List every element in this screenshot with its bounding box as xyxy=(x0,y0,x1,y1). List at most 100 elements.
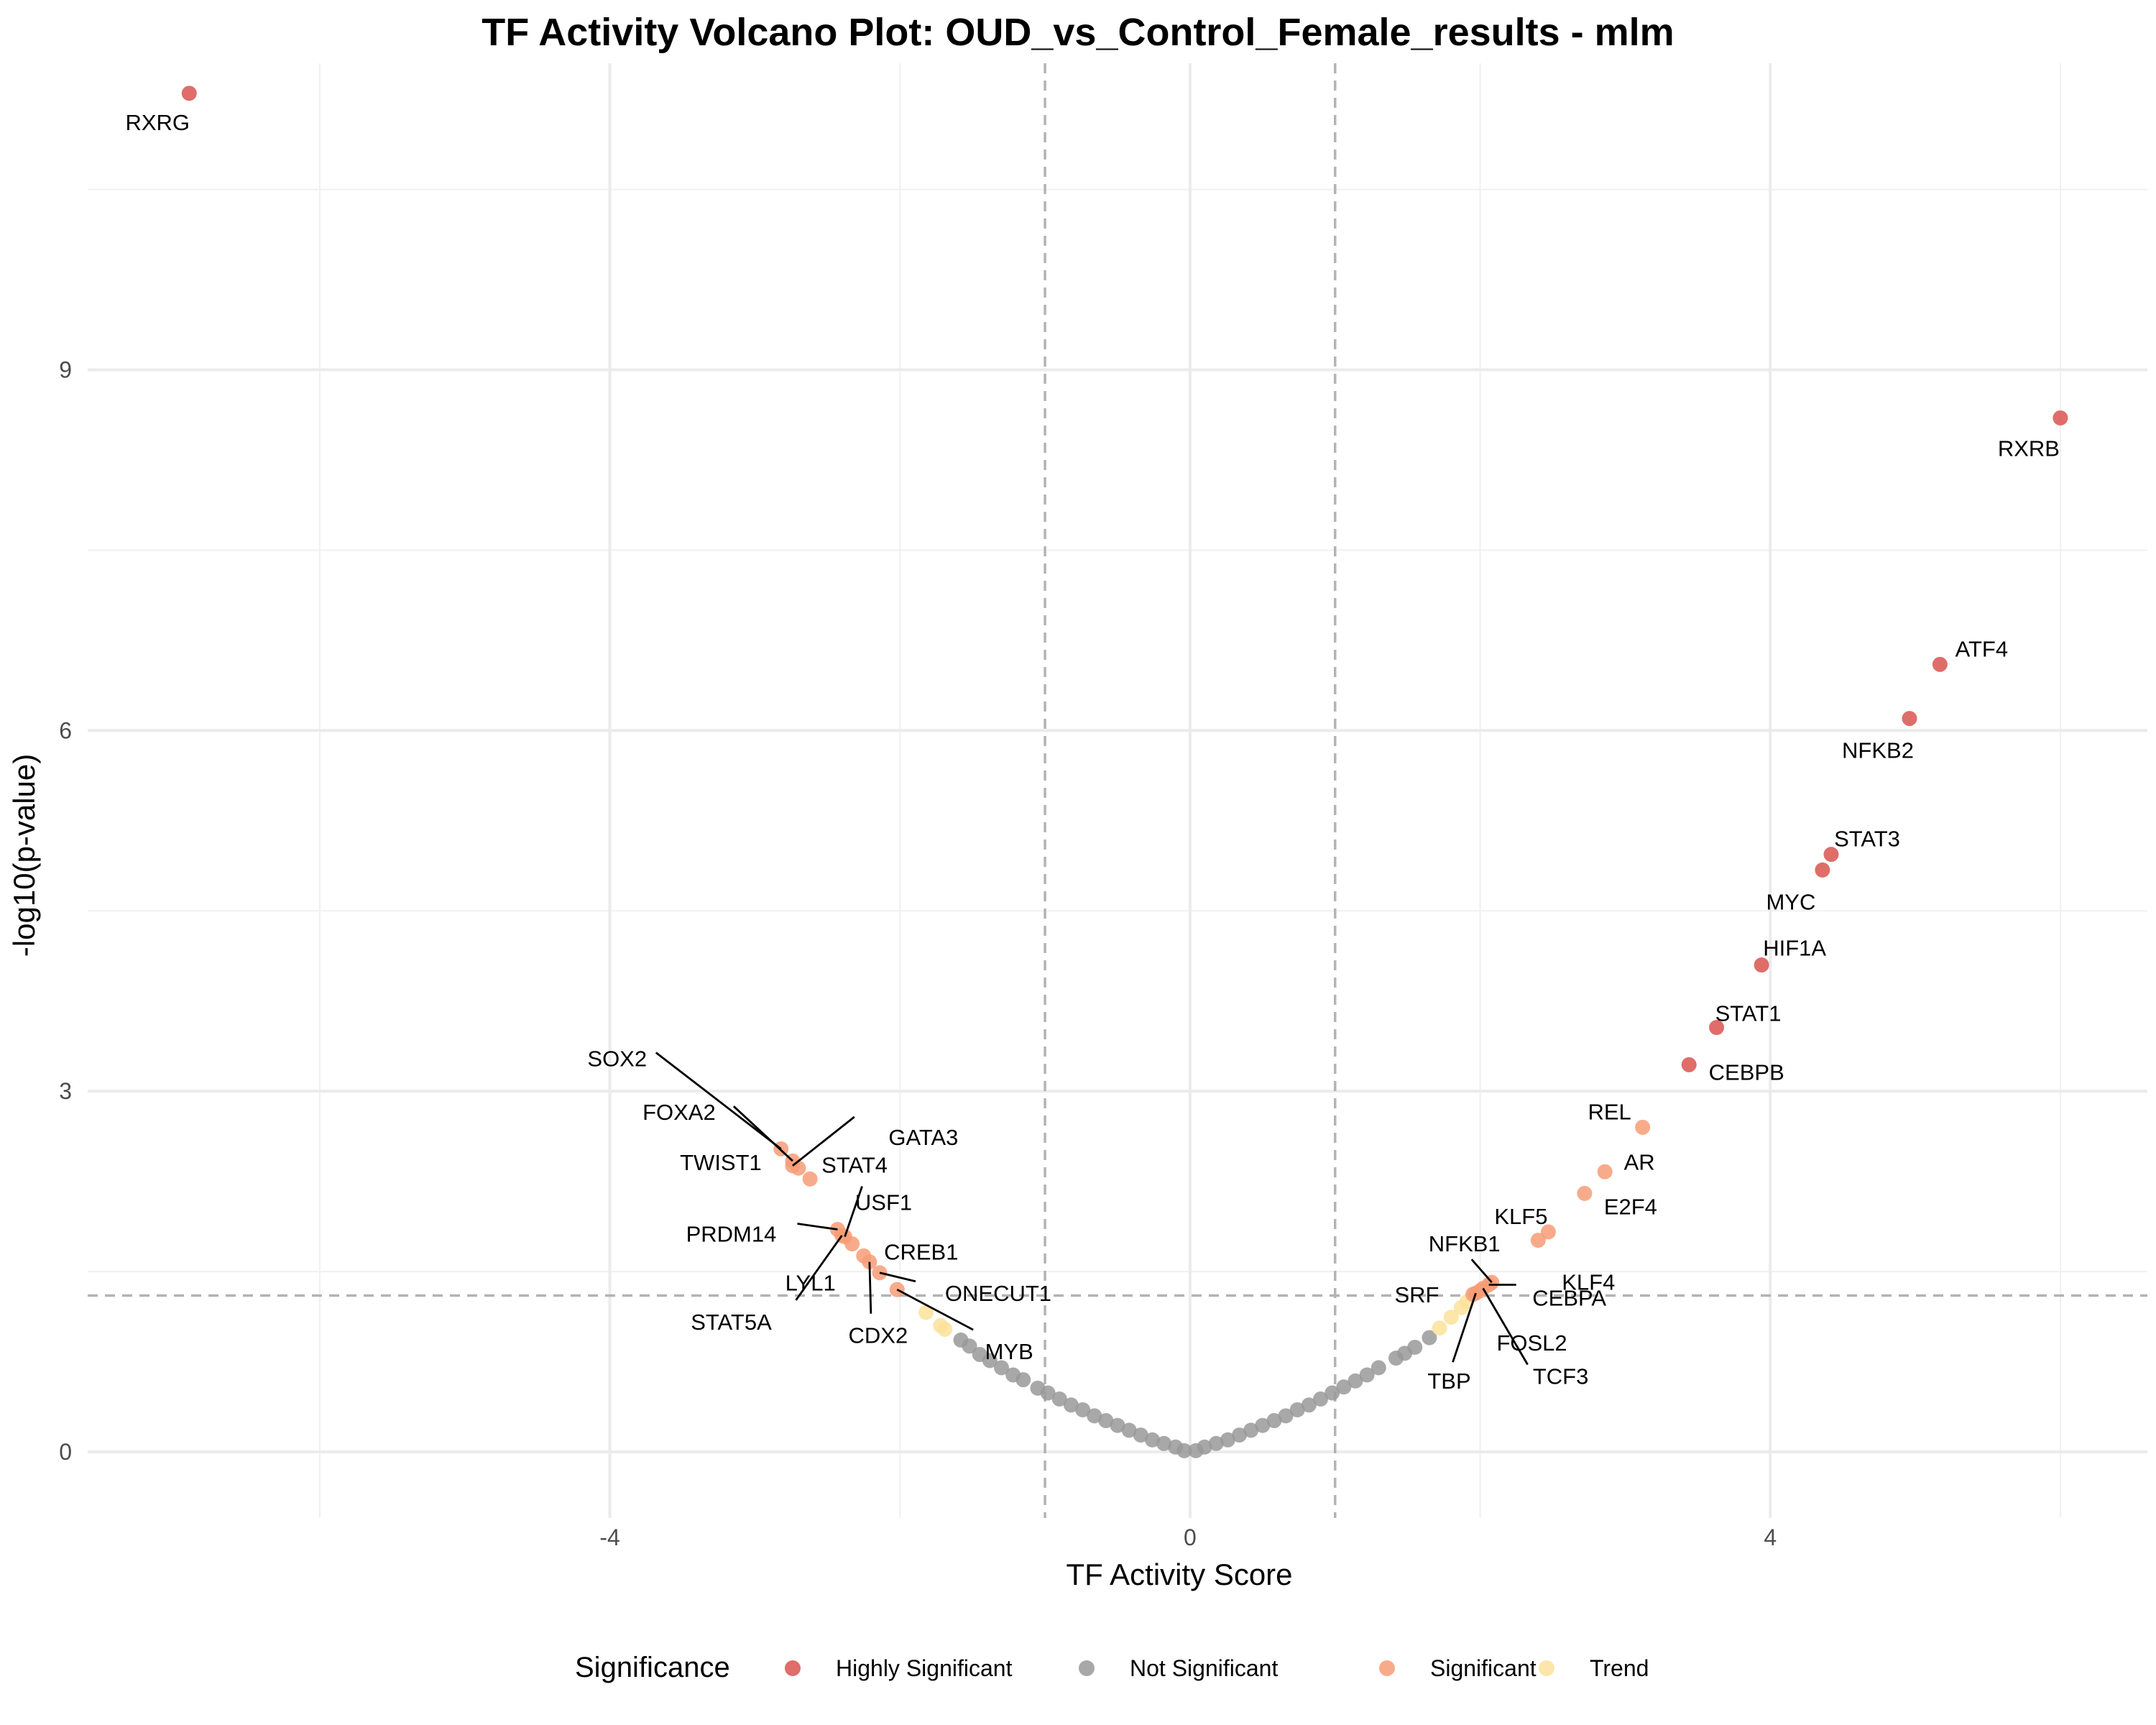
point-label: NFKB1 xyxy=(1429,1231,1501,1256)
legend: Significance Highly Significant Not Signi… xyxy=(575,1652,1649,1683)
grid-major xyxy=(88,63,2147,1518)
threshold-lines xyxy=(88,63,2147,1518)
data-point xyxy=(1133,1427,1148,1443)
data-point xyxy=(1823,847,1839,862)
data-point xyxy=(1709,1020,1725,1036)
data-point xyxy=(1121,1422,1137,1438)
label-leader-line xyxy=(1470,1259,1493,1284)
x-tick-label: 0 xyxy=(1184,1524,1197,1550)
point-label: STAT5A xyxy=(691,1310,772,1335)
y-axis-title: -log10(p-value) xyxy=(7,754,41,957)
data-point xyxy=(1176,1443,1192,1458)
data-point xyxy=(2053,410,2068,426)
x-tick-label: -4 xyxy=(599,1524,619,1550)
point-label: TCF3 xyxy=(1533,1364,1589,1389)
label-leaders xyxy=(655,1052,1529,1366)
point-label: FOSL2 xyxy=(1496,1330,1567,1356)
point-label: HIF1A xyxy=(1763,936,1826,961)
point-label: E2F4 xyxy=(1604,1194,1657,1219)
point-label: LYL1 xyxy=(786,1271,836,1296)
data-point xyxy=(1359,1367,1375,1383)
point-label: MYB xyxy=(985,1339,1033,1364)
legend-label: Not Significant xyxy=(1130,1655,1278,1681)
point-label: AR xyxy=(1624,1149,1655,1174)
data-point xyxy=(1635,1119,1651,1135)
data-point xyxy=(1932,656,1948,672)
point-label: STAT4 xyxy=(821,1152,888,1177)
label-leader-line xyxy=(1452,1292,1477,1363)
point-label: GATA3 xyxy=(888,1125,958,1150)
y-tick-label: 9 xyxy=(59,357,72,383)
data-point xyxy=(1432,1320,1447,1336)
point-label: CDX2 xyxy=(849,1323,908,1348)
point-label: TBP xyxy=(1427,1368,1470,1394)
data-point xyxy=(1289,1402,1305,1417)
data-point xyxy=(1815,862,1830,878)
data-point xyxy=(1336,1379,1352,1395)
point-label: ONECUT1 xyxy=(945,1281,1051,1306)
data-point xyxy=(1144,1432,1160,1448)
label-leader-line xyxy=(1482,1287,1529,1366)
data-point xyxy=(962,1338,977,1354)
legend-key xyxy=(1379,1660,1395,1676)
point-label: SOX2 xyxy=(587,1046,647,1071)
point-label: CEBPA xyxy=(1532,1285,1606,1310)
legend-key xyxy=(1539,1660,1554,1676)
data-point xyxy=(1255,1417,1271,1433)
label-leader-line xyxy=(868,1261,872,1314)
label-leader-line xyxy=(795,1235,843,1301)
legend-label: Trend xyxy=(1590,1655,1649,1681)
point-label: RXRB xyxy=(1998,436,2060,461)
legend-label: Significant xyxy=(1430,1655,1537,1681)
label-leader-line xyxy=(797,1223,838,1230)
data-point xyxy=(1313,1391,1329,1407)
legend-title: Significance xyxy=(575,1652,730,1683)
data-point xyxy=(1754,957,1769,973)
data-point xyxy=(802,1171,818,1187)
data-point xyxy=(1098,1413,1114,1429)
legend-key xyxy=(785,1660,801,1676)
data-point xyxy=(1902,711,1917,727)
x-tick-label: 4 xyxy=(1764,1524,1777,1550)
point-label: STAT1 xyxy=(1715,1001,1782,1026)
point-label: RXRG xyxy=(125,110,190,135)
data-point xyxy=(1156,1435,1172,1451)
data-point xyxy=(1540,1224,1556,1240)
label-leader-line xyxy=(844,1186,863,1238)
y-tick-label: 6 xyxy=(59,717,72,743)
label-leader-line xyxy=(896,1288,974,1331)
point-label: REL xyxy=(1588,1099,1631,1124)
data-points xyxy=(181,86,2068,1458)
data-point xyxy=(1087,1408,1102,1424)
point-label: KLF5 xyxy=(1494,1204,1547,1229)
label-leader-line xyxy=(792,1116,855,1167)
point-label: NFKB2 xyxy=(1842,738,1914,763)
legend-key xyxy=(1079,1660,1095,1676)
data-point xyxy=(1577,1185,1593,1201)
point-labels: RXRG RXRB ATF4 NFKB2 STAT3 MYC HIF1A STAT1 CEBPB… xyxy=(125,110,2059,1394)
point-label: CREB1 xyxy=(884,1239,958,1264)
data-point xyxy=(1348,1373,1363,1389)
data-point xyxy=(1015,1372,1031,1388)
y-tick-label: 3 xyxy=(59,1078,72,1104)
chart-title: TF Activity Volcano Plot: OUD_vs_Control… xyxy=(482,11,1674,54)
data-point xyxy=(1040,1385,1056,1401)
data-point xyxy=(181,86,197,101)
data-point xyxy=(1197,1439,1212,1455)
axis-ticks: -4 0 4 0 3 6 9 xyxy=(59,357,1777,1550)
point-label: USF1 xyxy=(855,1190,912,1215)
point-label: SRF xyxy=(1394,1282,1439,1307)
data-point xyxy=(844,1236,860,1252)
data-point xyxy=(1422,1330,1437,1346)
point-label: STAT3 xyxy=(1834,827,1900,852)
data-point xyxy=(918,1305,934,1320)
point-label: TWIST1 xyxy=(680,1150,762,1175)
data-point xyxy=(937,1321,953,1337)
data-point xyxy=(1597,1164,1613,1179)
data-point xyxy=(1370,1360,1386,1376)
data-point xyxy=(1075,1402,1091,1417)
point-label: CEBPB xyxy=(1709,1059,1784,1085)
data-point xyxy=(1278,1408,1294,1424)
